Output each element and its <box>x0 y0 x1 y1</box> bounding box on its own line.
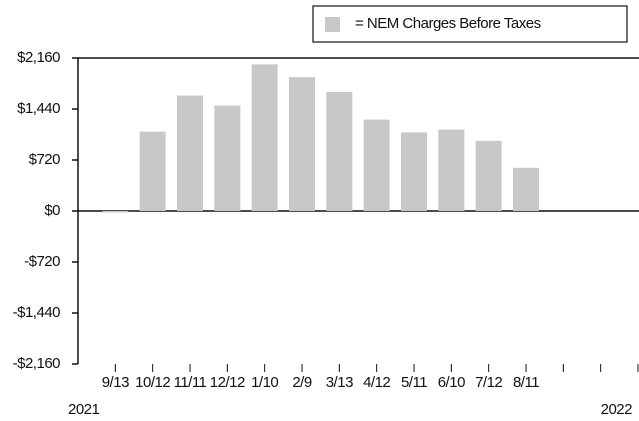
bar <box>251 64 278 211</box>
bar <box>475 140 502 211</box>
bar <box>102 211 129 213</box>
x-tick-label: 12/12 <box>210 374 245 391</box>
y-tick-label: $1,440 <box>17 100 60 117</box>
bar <box>214 105 241 211</box>
year-annotation: 2022 <box>601 401 633 418</box>
x-tick-label: 7/12 <box>475 374 502 391</box>
bar <box>326 92 353 211</box>
legend-label: = NEM Charges Before Taxes <box>355 15 541 32</box>
y-tick-label: -$2,160 <box>13 355 61 372</box>
x-tick-label: 4/12 <box>363 374 390 391</box>
bar <box>363 119 390 211</box>
x-tick-label: 2/9 <box>292 374 312 391</box>
x-tick-label: 5/11 <box>401 374 427 391</box>
bar <box>177 95 203 211</box>
legend-swatch <box>325 17 340 32</box>
x-tick-label: 8/11 <box>513 374 539 391</box>
x-tick-label: 10/12 <box>135 374 170 391</box>
y-tick-label: -$1,440 <box>13 304 61 321</box>
bar <box>438 129 465 211</box>
x-tick-label: 6/10 <box>438 374 465 391</box>
legend-box <box>312 5 628 43</box>
x-tick-label: 9/13 <box>102 374 129 391</box>
bar <box>513 167 539 211</box>
y-tick-label: $720 <box>29 151 61 168</box>
x-tick-label: 11/11 <box>174 374 207 391</box>
y-tick-label: $2,160 <box>17 49 60 66</box>
bar <box>401 132 427 211</box>
bar <box>139 131 166 211</box>
x-tick-label: 3/13 <box>326 374 353 391</box>
x-tick-label: 1/10 <box>251 374 278 391</box>
y-tick-label: $0 <box>44 202 60 219</box>
y-tick-label: -$720 <box>24 253 60 270</box>
year-annotation: 2021 <box>68 401 100 418</box>
bar <box>289 77 315 211</box>
